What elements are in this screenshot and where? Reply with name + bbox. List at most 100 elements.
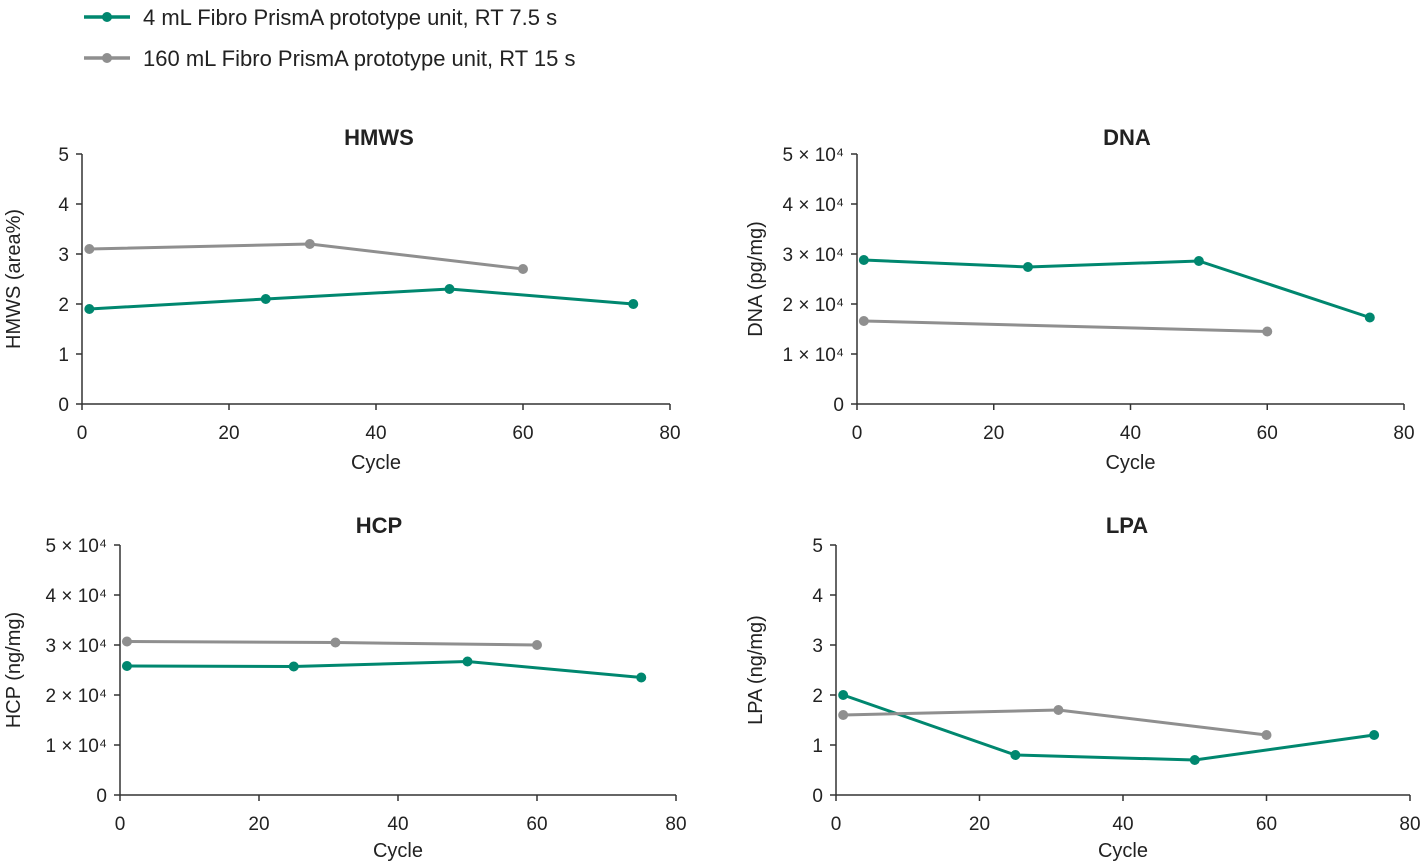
x-tick-label: 60 [1256, 814, 1277, 835]
x-axis-label: Cycle [1098, 840, 1148, 862]
data-point [518, 264, 528, 274]
series-line [843, 708, 1267, 737]
y-tick-label: 2 [58, 295, 69, 316]
chart-title: HCP [356, 513, 402, 538]
series-line [126, 659, 642, 679]
data-point [462, 656, 473, 667]
x-tick-label: 20 [248, 814, 269, 835]
series-line [863, 258, 1371, 319]
data-point [304, 239, 315, 249]
series-line [89, 242, 524, 271]
data-point [84, 244, 95, 254]
series-4ml [121, 656, 647, 683]
y-axis-label: HCP (ng/mg) [3, 612, 25, 728]
y-tick-label: 5 [58, 145, 69, 166]
data-point [1053, 705, 1064, 715]
chart-lpa: LPA 0 20 40 60 80 0 1 2 3 4 5 Cycle LPA (ng/mg) [745, 513, 1421, 862]
y-tick-label: 4 × 10⁴ [782, 195, 844, 216]
chart-title: LPA [1106, 513, 1148, 538]
data-point [1261, 730, 1272, 740]
y-tick-label: 2 × 10⁴ [782, 295, 844, 316]
data-point [838, 690, 849, 700]
y-tick-label: 2 × 10⁴ [45, 686, 107, 707]
chart-dna: DNA 0 20 40 60 80 0 1 × 10⁴ 2 × 10⁴ 3 × 10⁴ 4 × 10… [745, 125, 1415, 474]
x-tick-label: 60 [526, 814, 547, 835]
x-tick-label: 40 [387, 814, 408, 835]
series-line [863, 319, 1268, 333]
x-tick-label: 40 [1120, 423, 1141, 444]
data-point [1193, 256, 1204, 266]
chart-hmws: HMWS 0 20 40 60 80 0 1 2 3 4 5 Cycle HMWS (area%) [3, 125, 681, 474]
y-tick-label: 0 [58, 395, 69, 416]
series-160ml [121, 636, 542, 650]
data-point [532, 640, 542, 650]
x-tick-label: 20 [218, 423, 239, 444]
x-tick-label: 80 [1399, 814, 1420, 835]
chart-hcp: HCP 0 20 40 60 80 0 1 × 10⁴ 2 × 10⁴ 3 × 10⁴ 4 × 10… [3, 513, 687, 862]
x-tick-label: 80 [1393, 423, 1414, 444]
y-tick-label: 1 × 10⁴ [45, 736, 107, 757]
y-axis-label: HMWS (area%) [3, 209, 25, 349]
data-point [858, 255, 869, 265]
x-tick-label: 20 [969, 814, 990, 835]
y-tick-label: 0 [812, 786, 823, 807]
series-4ml [858, 255, 1375, 323]
x-axis-label: Cycle [351, 452, 401, 474]
data-point [628, 299, 639, 309]
chart-title: DNA [1103, 125, 1151, 150]
y-tick-label: 3 × 10⁴ [45, 636, 107, 657]
y-axis-label: DNA (pg/mg) [745, 221, 767, 337]
data-point [1010, 750, 1021, 760]
legend-marker [102, 12, 112, 22]
series-line [89, 287, 634, 311]
x-tick-label: 20 [983, 423, 1004, 444]
legend-label: 4 mL Fibro PrismA prototype unit, RT 7.5… [143, 5, 557, 30]
y-tick-label: 1 × 10⁴ [782, 345, 844, 366]
legend-marker [102, 53, 112, 63]
x-tick-label: 60 [1257, 423, 1278, 444]
y-tick-label: 4 [58, 195, 69, 216]
y-tick-label: 3 × 10⁴ [782, 245, 844, 266]
x-tick-label: 0 [852, 423, 863, 444]
x-tick-label: 40 [365, 423, 386, 444]
data-point [838, 710, 849, 720]
x-tick-label: 0 [115, 814, 126, 835]
data-point [1189, 755, 1200, 765]
y-tick-label: 0 [96, 786, 107, 807]
data-point [1262, 326, 1273, 337]
series-line [842, 693, 1375, 762]
x-axis-label: Cycle [1105, 452, 1155, 474]
data-point [1022, 262, 1033, 272]
series-4ml [84, 284, 639, 314]
y-tick-label: 2 [812, 686, 823, 707]
y-tick-label: 4 × 10⁴ [45, 586, 107, 607]
y-tick-label: 4 [812, 586, 823, 607]
data-point [330, 637, 341, 648]
data-point [121, 636, 132, 647]
series-160ml [84, 239, 528, 274]
y-tick-label: 5 [812, 536, 823, 557]
y-tick-label: 1 [812, 736, 823, 757]
x-tick-label: 0 [77, 423, 88, 444]
x-tick-label: 80 [665, 814, 686, 835]
y-tick-label: 5 × 10⁴ [782, 145, 844, 166]
legend-item-4ml: 4 mL Fibro PrismA prototype unit, RT 7.5… [84, 5, 557, 30]
legend-item-160ml: 160 mL Fibro PrismA prototype unit, RT 1… [84, 46, 575, 71]
data-point [121, 661, 132, 671]
series-160ml [838, 705, 1272, 740]
x-tick-label: 60 [512, 423, 533, 444]
data-point [444, 284, 455, 294]
data-point [288, 661, 299, 672]
data-point [84, 304, 95, 314]
chart-title: HMWS [344, 125, 414, 150]
x-tick-label: 40 [1112, 814, 1133, 835]
data-point [1369, 730, 1380, 740]
y-tick-label: 3 [58, 245, 69, 266]
y-tick-label: 1 [58, 345, 69, 366]
y-tick-label: 0 [833, 395, 844, 416]
series-160ml [858, 316, 1273, 337]
data-point [636, 672, 647, 683]
x-tick-label: 0 [831, 814, 842, 835]
data-point [858, 316, 869, 326]
